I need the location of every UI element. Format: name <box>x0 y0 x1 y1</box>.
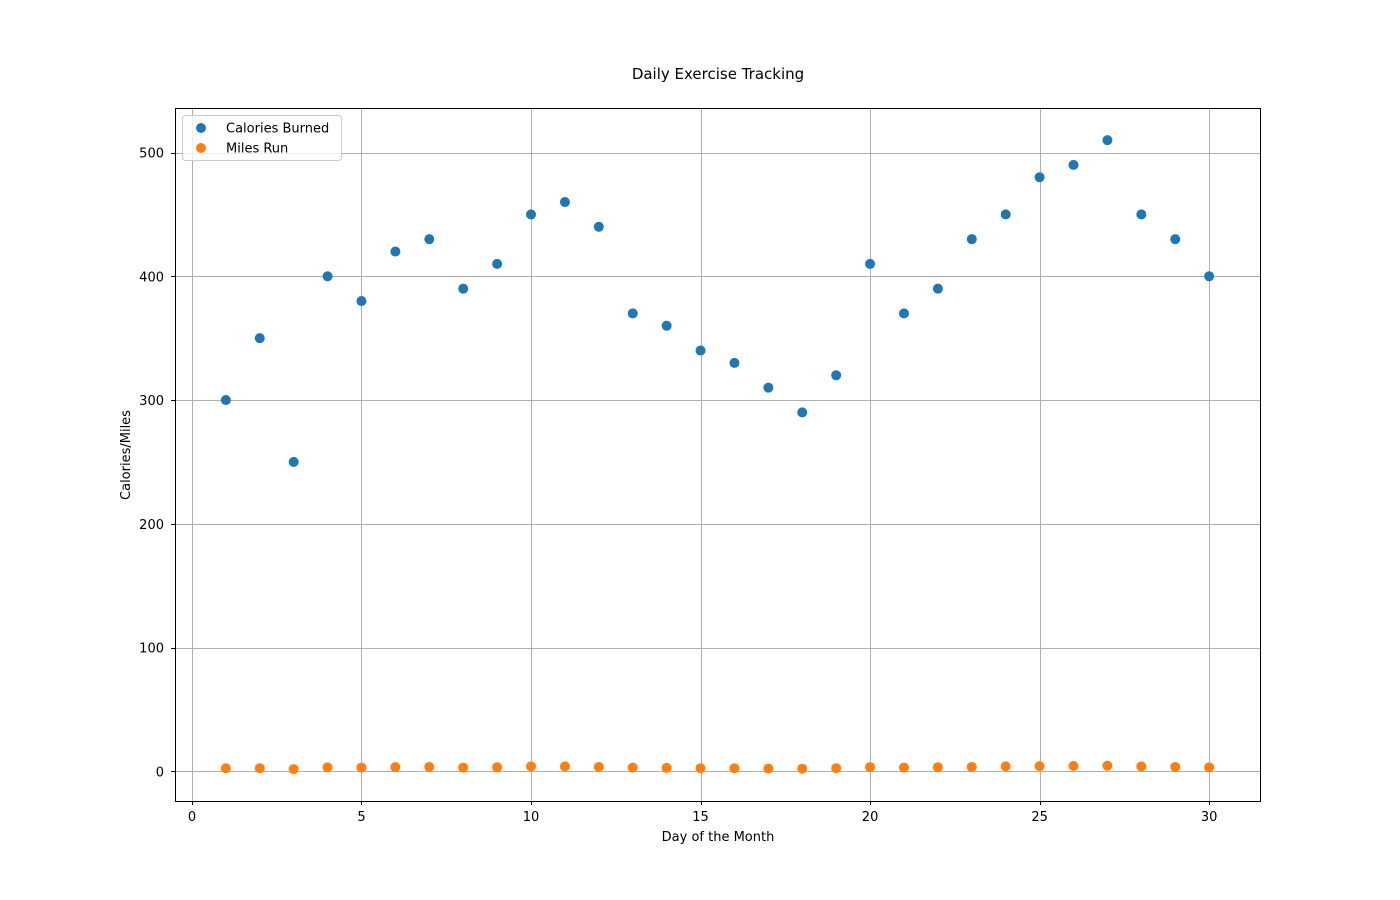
miles-run-point <box>559 761 570 772</box>
calories-burned-point <box>1034 172 1045 183</box>
y-axis-title: Calories/Miles <box>119 410 134 500</box>
miles-run-point <box>492 762 503 773</box>
x-tick-label: 30 <box>1201 810 1218 825</box>
calories-burned-point <box>1136 209 1147 220</box>
miles-run-point <box>458 762 469 773</box>
miles-run-point <box>593 761 604 772</box>
calories-burned-point <box>966 234 977 245</box>
miles-run-point <box>322 762 333 773</box>
x-axis-title: Day of the Month <box>662 830 775 845</box>
miles-run-point <box>729 763 740 774</box>
miles-run-point <box>526 761 537 772</box>
calories-burned-point <box>526 209 537 220</box>
miles-run-point <box>1136 761 1147 772</box>
grid <box>175 108 1260 801</box>
miles-run-point <box>254 763 265 774</box>
calories-burned-point <box>865 258 876 269</box>
miles-run-point <box>390 762 401 773</box>
calories-burned-point <box>288 456 299 467</box>
x-tick-label: 25 <box>1031 810 1048 825</box>
calories-burned-point <box>356 296 367 307</box>
chart-title: Daily Exercise Tracking <box>632 65 804 83</box>
plot-frame <box>175 108 1261 802</box>
data-points <box>220 135 1215 775</box>
y-tick-label: 100 <box>139 642 164 657</box>
x-tick-label: 10 <box>523 810 540 825</box>
y-tick-label: 400 <box>139 270 164 285</box>
y-tick-label: 200 <box>139 518 164 533</box>
y-tick-label: 0 <box>156 765 164 780</box>
miles-run-point <box>797 763 808 774</box>
miles-run-point <box>627 762 638 773</box>
miles-run-point <box>966 761 977 772</box>
calories-burned-point <box>492 258 503 269</box>
legend-marker-calories-burned <box>196 123 206 133</box>
calories-burned-point <box>932 283 943 294</box>
calories-burned-point <box>1102 135 1113 146</box>
miles-run-point <box>865 762 876 773</box>
calories-burned-point <box>831 370 842 381</box>
miles-run-point <box>288 764 299 775</box>
x-tick-label: 0 <box>188 810 196 825</box>
calories-burned-point <box>220 395 231 406</box>
calories-burned-point <box>1000 209 1011 220</box>
miles-run-point <box>220 763 231 774</box>
calories-burned-point <box>424 234 435 245</box>
legend-label-calories-burned: Calories Burned <box>226 122 329 137</box>
miles-run-point <box>661 762 672 773</box>
miles-run-point <box>695 763 706 774</box>
calories-burned-point <box>898 308 909 319</box>
y-tick-label: 500 <box>139 147 164 162</box>
miles-run-point <box>1034 761 1045 772</box>
legend-box <box>182 115 342 161</box>
miles-run-point <box>356 762 367 773</box>
x-axis-ticks: 0 5 10 15 20 25 30 <box>188 801 1218 825</box>
miles-run-point <box>831 763 842 774</box>
calories-burned-point <box>322 271 333 282</box>
miles-run-point <box>1000 761 1011 772</box>
x-tick-label: 20 <box>862 810 879 825</box>
calories-burned-point <box>559 197 570 208</box>
calories-burned-point <box>390 246 401 257</box>
miles-run-point <box>1102 760 1113 771</box>
legend: Calories Burned Miles Run <box>182 115 342 161</box>
y-axis-ticks: 0 100 200 300 400 500 <box>139 147 175 780</box>
legend-label-miles-run: Miles Run <box>226 142 288 157</box>
calories-burned-point <box>797 407 808 418</box>
calories-burned-point <box>661 320 672 331</box>
calories-burned-point <box>254 333 265 344</box>
calories-burned-point <box>593 221 604 232</box>
calories-burned-point <box>1170 234 1181 245</box>
calories-burned-point <box>1068 159 1079 170</box>
miles-run-point <box>424 761 435 772</box>
calories-burned-point <box>729 357 740 368</box>
calories-burned-point <box>695 345 706 356</box>
miles-run-point <box>1170 761 1181 772</box>
x-tick-label: 5 <box>357 810 365 825</box>
miles-run-point <box>898 762 909 773</box>
legend-marker-miles-run <box>196 143 206 153</box>
calories-burned-point <box>763 382 774 393</box>
miles-run-point <box>1068 760 1079 771</box>
calories-burned-point <box>1204 271 1215 282</box>
miles-run-point <box>763 763 774 774</box>
y-tick-label: 300 <box>139 394 164 409</box>
calories-burned-point <box>458 283 469 294</box>
x-tick-label: 15 <box>692 810 709 825</box>
miles-run-point <box>1204 762 1215 773</box>
calories-burned-point <box>627 308 638 319</box>
miles-run-point <box>932 762 943 773</box>
